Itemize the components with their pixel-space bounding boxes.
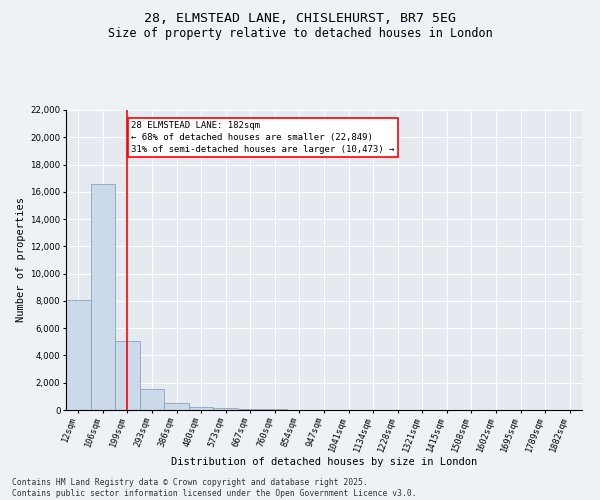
Bar [66, 300, 91, 410]
X-axis label: Distribution of detached houses by size in London: Distribution of detached houses by size … [171, 458, 477, 468]
Text: 28 ELMSTEAD LANE: 182sqm
← 68% of detached houses are smaller (22,849)
31% of se: 28 ELMSTEAD LANE: 182sqm ← 68% of detach… [131, 121, 394, 154]
Bar [115, 341, 140, 410]
Bar [238, 409, 263, 410]
Text: Contains HM Land Registry data © Crown copyright and database right 2025.
Contai: Contains HM Land Registry data © Crown c… [12, 478, 416, 498]
Bar [164, 404, 189, 410]
Text: 28, ELMSTEAD LANE, CHISLEHURST, BR7 5EG: 28, ELMSTEAD LANE, CHISLEHURST, BR7 5EG [144, 12, 456, 26]
Bar [91, 184, 115, 410]
Y-axis label: Number of properties: Number of properties [16, 198, 26, 322]
Bar [189, 407, 214, 410]
Bar [140, 390, 164, 410]
Text: Size of property relative to detached houses in London: Size of property relative to detached ho… [107, 28, 493, 40]
Bar [214, 408, 238, 410]
